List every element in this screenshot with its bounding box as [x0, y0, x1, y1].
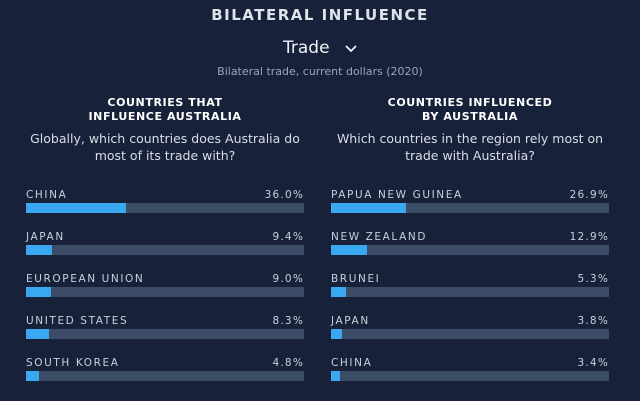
bar-fill	[331, 329, 342, 339]
bar-track	[331, 287, 609, 297]
bar-row-value: 4.8%	[272, 357, 304, 369]
bar-fill	[26, 329, 49, 339]
bar-row-value: 26.9%	[569, 189, 609, 201]
left-heading-line-2: INFLUENCE AUSTRALIA	[88, 110, 242, 123]
bar-row: CHINA 3.4%	[331, 357, 609, 399]
bar-row-label: PAPUA NEW GUINEA	[331, 189, 463, 201]
bar-row-value: 36.0%	[264, 189, 304, 201]
bar-track	[331, 371, 609, 381]
bar-row-label: SOUTH KOREA	[26, 357, 120, 369]
bar-track	[331, 245, 609, 255]
bar-row: JAPAN 9.4%	[26, 231, 304, 273]
bar-row: SOUTH KOREA 4.8%	[26, 357, 304, 399]
right-bar-list: PAPUA NEW GUINEA 26.9% NEW ZEALAND 12.9% BRU…	[331, 189, 609, 399]
right-column-heading: COUNTRIES INFLUENCED BY AUSTRALIA	[331, 96, 609, 126]
bar-fill	[331, 203, 406, 213]
bar-row-value: 5.3%	[577, 273, 609, 285]
left-heading-line-1: COUNTRIES THAT	[107, 96, 223, 109]
bar-row-label: CHINA	[331, 357, 373, 369]
right-column: COUNTRIES INFLUENCED BY AUSTRALIA Which …	[331, 96, 609, 381]
left-bar-list: CHINA 36.0% JAPAN 9.4% EUROPEAN UNION 9.0% UNI…	[26, 189, 304, 399]
chevron-down-icon[interactable]	[345, 38, 357, 58]
right-heading-line-1: COUNTRIES INFLUENCED	[387, 96, 553, 109]
bar-row-label: JAPAN	[26, 231, 65, 243]
bar-track	[26, 329, 304, 339]
bar-row-label: BRUNEI	[331, 273, 381, 285]
bar-row-value: 9.0%	[272, 273, 304, 285]
bar-fill	[331, 371, 340, 381]
bar-fill	[26, 203, 126, 213]
left-column-question: Globally, which countries does Australia…	[30, 131, 300, 163]
bar-row: JAPAN 3.8%	[331, 315, 609, 357]
bar-track	[331, 203, 609, 213]
bar-row-value: 3.8%	[577, 315, 609, 327]
bar-row: PAPUA NEW GUINEA 26.9%	[331, 189, 609, 231]
bar-row-label: NEW ZEALAND	[331, 231, 428, 243]
bar-row: CHINA 36.0%	[26, 189, 304, 231]
bar-row-value: 3.4%	[577, 357, 609, 369]
bar-track	[26, 245, 304, 255]
bar-fill	[26, 245, 52, 255]
bar-row-value: 8.3%	[272, 315, 304, 327]
left-column-heading: COUNTRIES THAT INFLUENCE AUSTRALIA	[26, 96, 304, 126]
measure-dropdown-value: Trade	[283, 38, 330, 58]
bar-fill	[331, 245, 367, 255]
left-column: COUNTRIES THAT INFLUENCE AUSTRALIA Globa…	[26, 96, 304, 381]
bar-row-label: CHINA	[26, 189, 68, 201]
bar-track	[331, 329, 609, 339]
right-heading-line-2: BY AUSTRALIA	[422, 110, 518, 123]
measure-dropdown[interactable]: Trade	[0, 38, 640, 58]
bar-row: BRUNEI 5.3%	[331, 273, 609, 315]
bar-row: EUROPEAN UNION 9.0%	[26, 273, 304, 315]
bar-row-label: EUROPEAN UNION	[26, 273, 145, 285]
measure-subtitle: Bilateral trade, current dollars (2020)	[217, 65, 423, 78]
bar-row: UNITED STATES 8.3%	[26, 315, 304, 357]
bar-row: NEW ZEALAND 12.9%	[331, 231, 609, 273]
page-title: BILATERAL INFLUENCE	[211, 6, 429, 24]
bar-fill	[331, 287, 346, 297]
bar-fill	[26, 371, 39, 381]
bar-track	[26, 287, 304, 297]
bar-row-value: 12.9%	[569, 231, 609, 243]
bar-row-value: 9.4%	[272, 231, 304, 243]
bar-row-label: JAPAN	[331, 315, 370, 327]
bar-track	[26, 371, 304, 381]
bar-track	[26, 203, 304, 213]
right-column-question: Which countries in the region rely most …	[336, 131, 604, 163]
bar-row-label: UNITED STATES	[26, 315, 129, 327]
bar-fill	[26, 287, 51, 297]
